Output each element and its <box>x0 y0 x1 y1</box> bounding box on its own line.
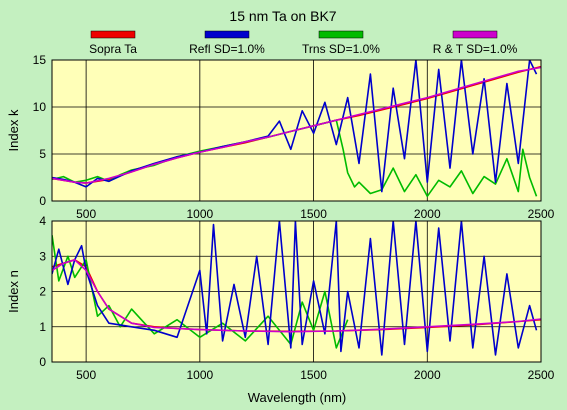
x-tick-label-k-1500: 1500 <box>300 207 327 221</box>
x-tick-label-n-2000: 2000 <box>414 368 441 382</box>
y-tick-label-k-15: 15 <box>33 53 47 67</box>
y-tick-label-n-4: 4 <box>39 214 46 228</box>
legend-label-sopra-ta: Sopra Ta <box>89 42 137 56</box>
series-line-k-r-t-sd-1-0 <box>52 66 541 184</box>
y-axis-title-n: Index n <box>6 270 21 313</box>
x-tick-label-n-500: 500 <box>76 368 96 382</box>
x-tick-label-k-2000: 2000 <box>414 207 441 221</box>
panel-n: 0 1 2 3 4 Index n 500 1000 1500 2000 2500 <box>6 214 555 382</box>
x-tick-label-n-2500: 2500 <box>528 368 555 382</box>
chart-title: 15 nm Ta on BK7 <box>229 8 336 24</box>
legend-label-refl-sd-1-0: Refl SD=1.0% <box>189 42 265 56</box>
legend-swatch-r-t-sd-1-0 <box>452 30 498 39</box>
y-tick-label-k-0: 0 <box>39 194 46 208</box>
y-tick-label-n-1: 1 <box>39 320 46 334</box>
x-tick-label-n-1500: 1500 <box>300 368 327 382</box>
panel-k: 0 5 10 15 Index k 500 1000 1500 2000 2500 <box>6 53 555 221</box>
y-tick-label-n-2: 2 <box>39 285 46 299</box>
legend-swatch-trns-sd-1-0 <box>318 30 364 39</box>
series-line-k-refl-sd-1-0 <box>52 60 538 193</box>
legend-label-trns-sd-1-0: Trns SD=1.0% <box>302 42 380 56</box>
y-tick-label-n-0: 0 <box>39 355 46 369</box>
plot-frame-n <box>51 220 542 363</box>
legend-swatch-sopra-ta <box>90 30 136 39</box>
series-line-n-trns-sd-1-0 <box>52 234 349 349</box>
plot-frame-k <box>51 59 542 202</box>
series-line-n-r-t-sd-1-0 <box>52 258 541 333</box>
y-tick-label-n-3: 3 <box>39 249 46 263</box>
x-axis-title: Wavelength (nm) <box>248 390 347 405</box>
y-tick-label-k-5: 5 <box>39 147 46 161</box>
x-tick-label-k-1000: 1000 <box>186 207 213 221</box>
x-tick-label-n-1000: 1000 <box>186 368 213 382</box>
series-line-n-refl-sd-1-0 <box>52 221 538 356</box>
y-axis-title-k: Index k <box>6 109 21 151</box>
y-tick-label-k-10: 10 <box>33 100 47 114</box>
legend-swatch-refl-sd-1-0 <box>204 30 250 39</box>
legend-label-r-t-sd-1-0: R & T SD=1.0% <box>433 42 518 56</box>
x-tick-label-k-500: 500 <box>76 207 96 221</box>
legend: Sopra Ta Refl SD=1.0% Trns SD=1.0% R & T SD… <box>89 30 518 56</box>
x-tick-label-k-2500: 2500 <box>528 207 555 221</box>
